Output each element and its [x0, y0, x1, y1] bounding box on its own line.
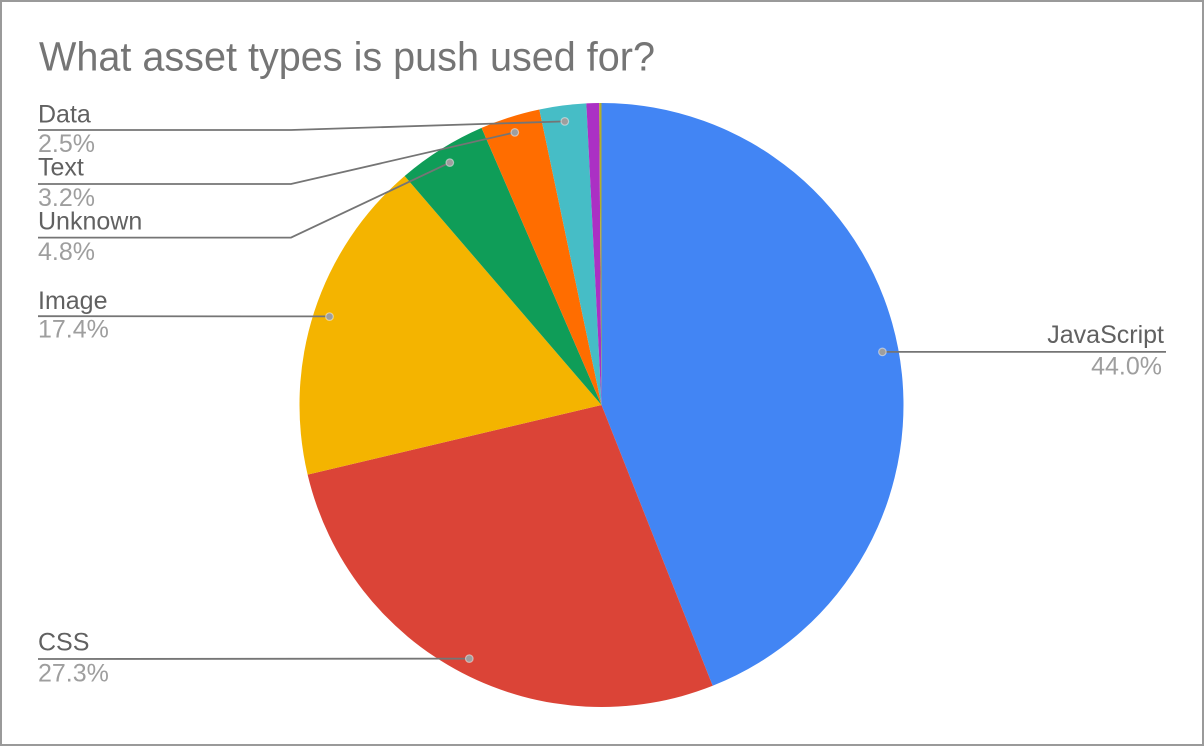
svg-text:Data: Data [38, 101, 91, 129]
svg-text:Image: Image [38, 287, 107, 315]
svg-text:3.2%: 3.2% [38, 184, 95, 212]
svg-text:Text: Text [38, 154, 84, 182]
svg-text:JavaScript: JavaScript [1047, 321, 1164, 349]
svg-text:2.5%: 2.5% [38, 130, 95, 158]
svg-text:CSS: CSS [38, 628, 89, 656]
svg-text:What asset types is push used: What asset types is push used for? [39, 34, 655, 80]
svg-text:27.3%: 27.3% [38, 659, 109, 687]
svg-text:44.0%: 44.0% [1091, 352, 1162, 380]
svg-text:4.8%: 4.8% [38, 238, 95, 266]
svg-text:Unknown: Unknown [38, 208, 142, 236]
svg-text:17.4%: 17.4% [38, 316, 109, 344]
